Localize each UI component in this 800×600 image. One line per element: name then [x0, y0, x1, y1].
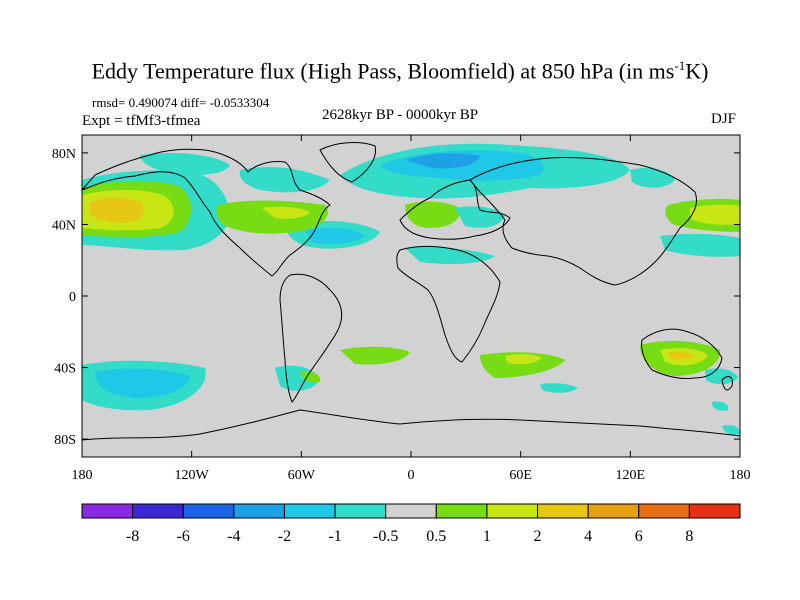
lon-label: 180 — [72, 468, 93, 483]
anomaly-region — [540, 383, 578, 393]
lat-label: 0 — [69, 290, 76, 305]
map-title: Eddy Temperature flux (High Pass, Bloomf… — [0, 58, 800, 84]
colorbar-label: 2 — [534, 528, 542, 545]
lon-label: 120E — [616, 468, 646, 483]
lat-label: 80S — [54, 433, 76, 448]
lat-label: 40N — [52, 218, 76, 233]
africa-coast — [396, 245, 501, 363]
colorbar-label: 4 — [584, 528, 592, 545]
antarctica-coast — [82, 409, 740, 441]
lon-label: 60W — [288, 468, 316, 483]
colorbar: -8 -6 -4 -2 -1 -0.5 0.5 1 2 4 6 8 — [81, 503, 741, 545]
colorbar-swatch — [182, 503, 235, 519]
north-america-coast — [82, 148, 331, 277]
experiment-label: Expt = tfMf3-tfmea — [82, 113, 201, 129]
anomaly-region — [305, 228, 365, 244]
anomaly-region — [690, 204, 740, 225]
anomaly-region — [405, 153, 480, 169]
greenland-coast — [319, 142, 377, 183]
title-end: K) — [685, 58, 709, 84]
coastlines — [82, 142, 740, 441]
period-label: 2628kyr BP - 0000kyr BP — [322, 107, 479, 123]
colorbar-swatch — [233, 503, 285, 519]
season-label: DJF — [711, 111, 737, 127]
colorbar-swatch — [638, 503, 690, 519]
colorbar-swatch — [537, 503, 589, 519]
colorbar-label: 8 — [685, 528, 693, 545]
colorbar-swatch — [132, 503, 184, 519]
anomaly-region — [712, 401, 729, 411]
lon-label: 60E — [509, 468, 532, 483]
colorbar-label: -6 — [177, 528, 190, 545]
map-axes: 80N 40N 0 40S 80S 180 120W 60W 0 60E 120E 180 — [52, 135, 751, 483]
colorbar-label: 6 — [635, 528, 643, 545]
anomaly-region — [722, 425, 740, 435]
colorbar-label: -4 — [227, 528, 240, 545]
anomaly-region — [90, 197, 145, 223]
colorbar-swatch — [587, 503, 640, 519]
europe-coast — [399, 179, 511, 240]
colorbar-label: 1 — [483, 528, 491, 545]
colorbar-swatch — [334, 503, 387, 519]
asia-coast — [469, 156, 697, 286]
colorbar-label: 0.5 — [426, 528, 446, 545]
anomaly-region — [405, 247, 495, 264]
colorbar-swatch — [688, 503, 741, 519]
south-america-coast — [279, 273, 343, 403]
lon-label: 120W — [175, 468, 210, 483]
colorbar-swatch — [283, 503, 336, 519]
lon-label: 0 — [408, 468, 415, 483]
title-superscript: -1 — [674, 58, 686, 73]
anomaly-region — [340, 346, 410, 365]
colorbar-label: -2 — [278, 528, 291, 545]
anomaly-region — [95, 368, 190, 398]
colorbar-swatch — [81, 503, 134, 519]
new-zealand-coast — [721, 376, 733, 391]
anomaly-region — [262, 206, 310, 219]
colorbar-swatch — [486, 503, 539, 519]
colorbar-label: -1 — [328, 528, 341, 545]
title-main: Eddy Temperature flux (High Pass, Bloomf… — [91, 58, 675, 84]
australia-coast — [641, 328, 723, 379]
colorbar-label: -8 — [126, 528, 139, 545]
anomaly-region — [140, 153, 230, 176]
anomaly-region — [480, 352, 565, 378]
anomaly-region — [668, 351, 694, 360]
lat-label: 40S — [54, 362, 76, 377]
anomaly-region — [660, 233, 740, 257]
anomaly-region — [505, 354, 542, 365]
colorbar-label: -0.5 — [373, 528, 398, 545]
lat-label: 80N — [52, 147, 76, 162]
lon-label: 180 — [730, 468, 751, 483]
anomaly-region — [300, 371, 321, 383]
stats-text: rmsd= 0.490074 diff= -0.0533304 — [92, 95, 270, 110]
colorbar-swatch — [435, 503, 488, 519]
anomaly-region — [239, 167, 330, 193]
anomaly-region — [405, 201, 461, 228]
colorbar-swatch — [385, 503, 437, 519]
